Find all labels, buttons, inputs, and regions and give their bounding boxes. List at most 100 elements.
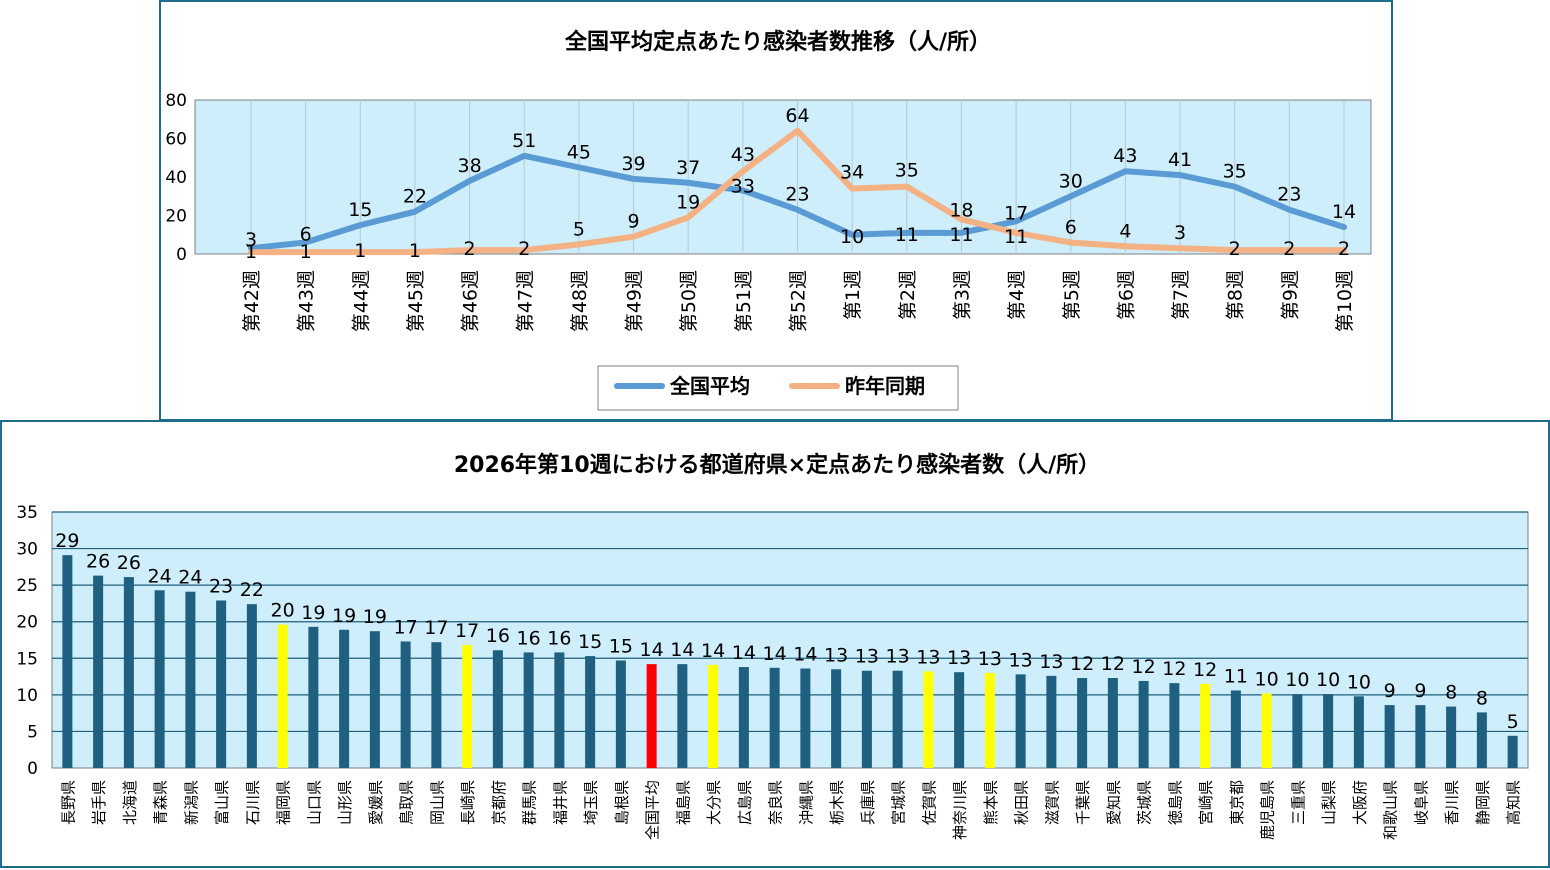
bar bbox=[800, 669, 810, 768]
data-label: 22 bbox=[240, 579, 264, 601]
data-label: 20 bbox=[271, 600, 295, 622]
data-label-0: 14 bbox=[1332, 201, 1356, 223]
data-label-1: 3 bbox=[1174, 222, 1186, 244]
bar bbox=[985, 673, 995, 768]
x-tick-label: 愛媛県 bbox=[367, 780, 385, 825]
x-tick-label: 兵庫県 bbox=[859, 780, 877, 825]
data-label-1: 9 bbox=[628, 211, 640, 233]
data-label-0: 38 bbox=[458, 155, 482, 177]
x-tick-label: 山梨県 bbox=[1320, 780, 1338, 825]
bar bbox=[401, 641, 411, 768]
data-label: 17 bbox=[424, 617, 448, 639]
x-tick-label: 香川県 bbox=[1443, 780, 1461, 825]
data-label: 12 bbox=[1101, 653, 1125, 675]
bar bbox=[370, 631, 380, 768]
data-label: 8 bbox=[1445, 682, 1457, 704]
x-tick-label: 第2週 bbox=[897, 270, 919, 320]
bar bbox=[1077, 678, 1087, 768]
data-label-1: 11 bbox=[1004, 226, 1028, 248]
x-tick-label: 鹿児島県 bbox=[1259, 780, 1277, 840]
y-tick-label: 15 bbox=[16, 649, 38, 669]
data-label-0: 37 bbox=[676, 157, 700, 179]
x-tick-label: 第51週 bbox=[733, 270, 755, 332]
data-label-0: 22 bbox=[403, 186, 427, 208]
bar bbox=[1169, 683, 1179, 768]
legend-label-0: 全国平均 bbox=[669, 374, 750, 398]
x-tick-label: 第3週 bbox=[951, 270, 973, 320]
data-label-1: 2 bbox=[1283, 238, 1295, 260]
x-tick-label: 京都府 bbox=[490, 780, 508, 825]
x-tick-label: 沖縄県 bbox=[797, 780, 815, 825]
data-label: 10 bbox=[1255, 668, 1279, 690]
x-tick-label: 佐賀県 bbox=[920, 780, 938, 825]
bar bbox=[339, 630, 349, 768]
x-tick-label: 愛知県 bbox=[1105, 780, 1123, 825]
data-label: 19 bbox=[363, 606, 387, 628]
data-label: 24 bbox=[148, 565, 172, 587]
data-label: 10 bbox=[1316, 669, 1340, 691]
x-tick-label: 三重県 bbox=[1289, 780, 1307, 825]
data-label-0: 15 bbox=[348, 199, 372, 221]
data-label: 13 bbox=[947, 647, 971, 669]
data-label: 13 bbox=[824, 644, 848, 666]
x-tick-label: 第42週 bbox=[241, 270, 263, 332]
data-label-0: 39 bbox=[621, 153, 645, 175]
data-label: 10 bbox=[1285, 669, 1309, 691]
data-label: 24 bbox=[178, 567, 202, 589]
x-tick-label: 広島県 bbox=[736, 780, 754, 825]
bar bbox=[1292, 694, 1302, 768]
bar bbox=[216, 601, 226, 768]
data-label: 29 bbox=[55, 530, 79, 552]
x-tick-label: 埼玉県 bbox=[582, 780, 600, 825]
legend: 全国平均昨年同期 bbox=[598, 366, 958, 410]
bar bbox=[1016, 674, 1026, 768]
prefecture-chart-svg: 2026年第10週における都道府県×定点あたり感染者数（人/所）05101520… bbox=[2, 422, 1550, 870]
x-tick-label: 神奈川県 bbox=[951, 780, 969, 840]
x-tick-label: 滋賀県 bbox=[1043, 780, 1061, 825]
y-tick-label: 80 bbox=[165, 91, 187, 111]
data-label: 11 bbox=[1224, 665, 1248, 687]
x-tick-label: 山口県 bbox=[305, 780, 323, 825]
x-tick-label: 熊本県 bbox=[982, 780, 1000, 825]
bar bbox=[155, 590, 165, 768]
data-label: 14 bbox=[670, 639, 694, 661]
data-label-0: 35 bbox=[1223, 161, 1247, 183]
data-label: 19 bbox=[301, 602, 325, 624]
x-tick-label: 第50週 bbox=[678, 270, 700, 332]
data-label-1: 2 bbox=[464, 238, 476, 260]
y-tick-label: 5 bbox=[27, 722, 38, 742]
x-tick-label: 第9週 bbox=[1279, 270, 1301, 320]
x-tick-label: 茨城県 bbox=[1136, 780, 1154, 825]
data-label-1: 19 bbox=[676, 191, 700, 213]
y-tick-label: 20 bbox=[16, 613, 38, 633]
data-label-1: 2 bbox=[1338, 238, 1350, 260]
y-tick-label: 40 bbox=[165, 168, 187, 188]
data-label-1: 34 bbox=[840, 162, 864, 184]
x-tick-label: 山形県 bbox=[336, 780, 354, 825]
data-label-1: 1 bbox=[245, 241, 257, 263]
data-label-0: 43 bbox=[1113, 145, 1137, 167]
y-tick-label: 35 bbox=[16, 503, 38, 523]
y-tick-label: 10 bbox=[16, 686, 38, 706]
bar bbox=[585, 656, 595, 768]
x-tick-label: 第43週 bbox=[296, 270, 318, 332]
data-label: 13 bbox=[916, 646, 940, 668]
bar bbox=[893, 671, 903, 768]
data-label: 26 bbox=[117, 552, 141, 574]
data-label-0: 41 bbox=[1168, 149, 1192, 171]
bar bbox=[647, 664, 657, 768]
bar bbox=[770, 668, 780, 768]
data-label: 13 bbox=[978, 648, 1002, 670]
y-tick-label: 20 bbox=[165, 207, 187, 227]
x-tick-label: 全国平均 bbox=[644, 780, 662, 840]
bar bbox=[1323, 694, 1333, 768]
data-label: 12 bbox=[1070, 653, 1094, 675]
data-label-1: 5 bbox=[573, 218, 585, 240]
data-label-0: 23 bbox=[785, 184, 809, 206]
bar bbox=[1508, 736, 1518, 768]
data-label-0: 45 bbox=[567, 141, 591, 163]
data-label: 14 bbox=[701, 640, 725, 662]
bar bbox=[1354, 696, 1364, 768]
x-tick-label: 第49週 bbox=[624, 270, 646, 332]
